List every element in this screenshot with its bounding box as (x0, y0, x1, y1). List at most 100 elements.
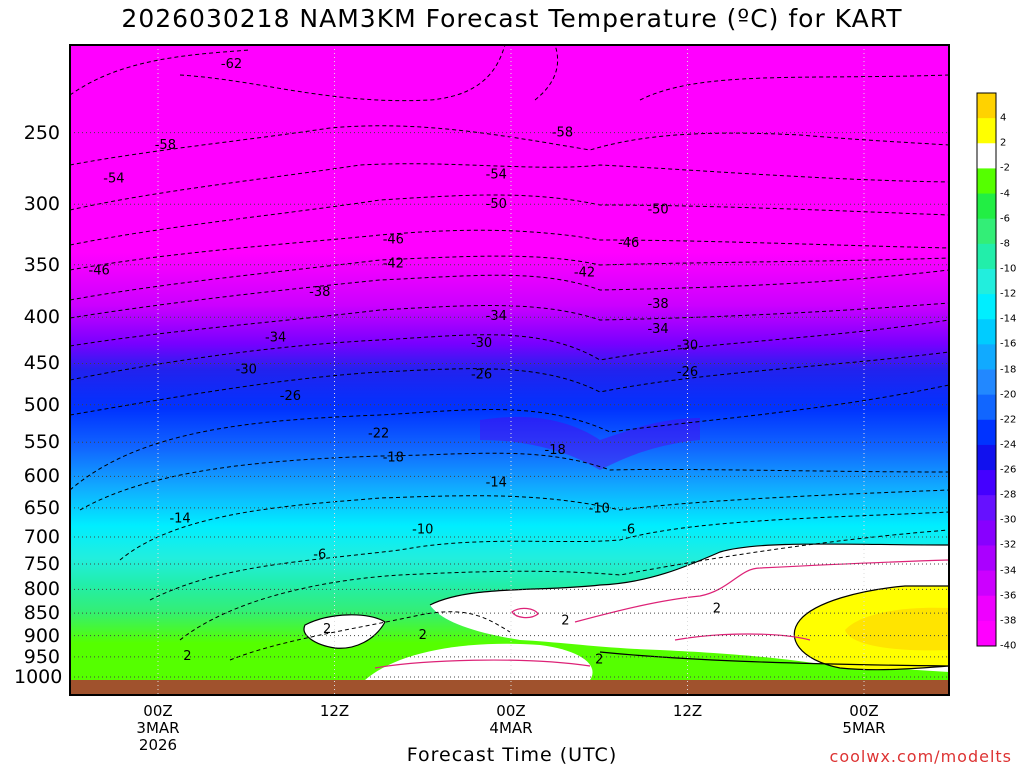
y-tick-label: 450 (23, 352, 60, 375)
colorbar-swatch (977, 495, 996, 521)
x-tick-label: 00Z 4MAR (489, 703, 532, 737)
colorbar-swatch (977, 118, 996, 144)
colorbar-label: -24 (1000, 439, 1017, 451)
contour-label: -42 (574, 266, 595, 281)
colorbar-label: -12 (1000, 288, 1017, 300)
colorbar-label: -30 (1000, 514, 1017, 526)
colorbar-swatch (977, 319, 996, 345)
contour-label: -34 (265, 330, 286, 345)
contour-label: -26 (280, 389, 301, 404)
colorbar-swatch (977, 595, 996, 622)
colorbar-label: -34 (1000, 565, 1017, 577)
y-tick-label: 900 (23, 624, 60, 647)
colorbar-label: -32 (1000, 539, 1017, 551)
colorbar-label: -4 (1000, 188, 1010, 200)
warm-layer-white-2 (304, 614, 385, 649)
y-tick-label: 550 (23, 431, 60, 454)
contour-label: 2 (561, 614, 569, 629)
contour-label: -10 (412, 523, 433, 538)
chart-title: 2026030218 NAM3KM Forecast Temperature (… (121, 4, 903, 33)
colorbar-swatch (977, 168, 996, 195)
colorbar-label: -2 (1000, 162, 1010, 174)
x-tick-label: 00Z 3MAR 2026 (136, 703, 179, 754)
colorbar-label: -26 (1000, 464, 1017, 476)
colorbar-swatch (977, 470, 996, 496)
contour-label: -34 (647, 322, 668, 337)
colorbar-label: -10 (1000, 263, 1017, 275)
contour-label: -50 (647, 202, 668, 217)
x-tick-sub: 4MAR (489, 719, 533, 737)
contour-label: -58 (552, 126, 573, 141)
colorbar-frame (976, 92, 997, 647)
contour-label: -26 (677, 365, 698, 380)
colorbar-swatch (977, 243, 996, 270)
contour-label: -58 (155, 138, 176, 153)
cold-dip (480, 416, 700, 470)
colorbar-swatch (977, 218, 996, 245)
colorbar-swatch (977, 545, 996, 572)
contour-label: -26 (471, 368, 492, 383)
y-tick-label: 700 (23, 525, 60, 548)
y-tick-label: 750 (23, 553, 60, 576)
ground-surface (70, 680, 949, 695)
contour-label: -30 (236, 363, 257, 378)
contour-label: -38 (309, 285, 330, 300)
y-tick-label: 250 (23, 121, 60, 144)
credit-link[interactable]: coolwx.com/modelts (829, 747, 1012, 766)
y-tick-label: 800 (23, 578, 60, 601)
colorbar-label: -22 (1000, 414, 1017, 426)
contour-label: -14 (486, 475, 507, 490)
warm-core-gold (845, 607, 949, 651)
contour-label: 2 (713, 602, 721, 617)
contour-label: -46 (618, 236, 639, 251)
contour-label: -14 (169, 512, 190, 527)
colorbar-label: -40 (1000, 640, 1017, 652)
colorbar-swatch (977, 369, 996, 396)
y-tick-label: 300 (23, 193, 60, 216)
colorbar-label: -28 (1000, 489, 1017, 501)
colorbar-label: -18 (1000, 364, 1017, 375)
contour-label: -22 (368, 427, 389, 442)
contour-label: -30 (677, 339, 698, 354)
x-tick-sub2: 2026 (138, 736, 178, 754)
colorbar-label: -8 (1000, 238, 1010, 250)
colorbar-swatch (977, 268, 996, 295)
x-tick-label: 00Z (849, 702, 879, 720)
contour-label: -54 (103, 172, 124, 187)
colorbar-label: -16 (1000, 338, 1017, 350)
x-tick-label: 00Z (143, 702, 173, 720)
colorbar-swatch (977, 620, 996, 647)
x-tick-label: 00Z 5MAR (842, 703, 885, 737)
x-tick-label: 00Z (496, 702, 526, 720)
contour-label: -6 (313, 547, 326, 562)
contour-label: -18 (383, 451, 404, 466)
y-tick-label: 600 (23, 465, 60, 488)
colorbar-label: -6 (1000, 213, 1010, 225)
contour-label: -34 (486, 309, 507, 324)
contour-label: -10 (589, 501, 610, 516)
contour-label: -62 (221, 57, 242, 72)
contour-label: -46 (383, 232, 404, 247)
plot-frame (69, 44, 950, 696)
colorbar-swatch (977, 520, 996, 546)
contour-label: -6 (622, 523, 635, 538)
contour-label: -42 (383, 257, 404, 272)
contour-label: -54 (486, 167, 507, 182)
y-tick-label: 1000 (14, 666, 63, 688)
colorbar-swatch (977, 570, 996, 597)
x-axis-label: Forecast Time (UTC) (406, 744, 618, 766)
contour-label: 2 (323, 622, 331, 637)
x-tick-sub: 5MAR (842, 719, 886, 737)
contour-label: -46 (89, 263, 110, 278)
colorbar-label: -14 (1000, 313, 1017, 325)
y-tick-label: 950 (23, 645, 60, 668)
colorbar-label: -20 (1000, 389, 1017, 401)
colorbar-swatch (977, 394, 996, 421)
colorbar-label: -38 (1000, 615, 1017, 627)
colorbar-label: -36 (1000, 590, 1017, 602)
colorbar-swatch (977, 193, 996, 220)
y-tick-label: 400 (23, 306, 60, 329)
x-tick-label: 12Z (672, 702, 703, 720)
warm-layer-white-3 (365, 643, 593, 680)
